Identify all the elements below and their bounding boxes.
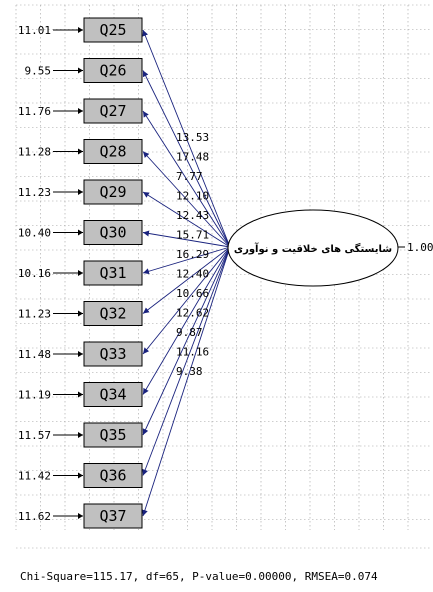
loading-coefficient: 10.66 (176, 287, 209, 300)
error-variance: 10.16 (18, 267, 51, 280)
observed-variable-q32[interactable]: Q32 (83, 301, 143, 326)
loading-path (142, 246, 231, 355)
loading-coefficient: 16.29 (176, 248, 209, 261)
loading-path (142, 151, 231, 248)
variable-label: Q30 (99, 224, 126, 242)
observed-variable-q37[interactable]: Q37 (83, 503, 143, 529)
error-variance: 11.19 (18, 389, 51, 402)
loading-paths (141, 29, 231, 517)
variable-box[interactable] (83, 503, 143, 529)
loading-path (142, 246, 231, 436)
loading-path (142, 29, 231, 248)
loading-coefficient: 7.77 (176, 170, 203, 183)
observed-variable-q34[interactable]: Q34 (83, 382, 143, 407)
loading-path (142, 246, 231, 395)
variable-label: Q37 (99, 507, 126, 525)
error-variance: 11.23 (18, 308, 51, 321)
observed-variable-q29[interactable]: Q29 (83, 179, 143, 205)
error-variance: 11.57 (18, 429, 51, 442)
variable-label: Q35 (99, 426, 126, 444)
error-variance: 11.23 (18, 186, 51, 199)
observed-variable-q30[interactable]: Q30 (83, 220, 143, 245)
variable-box[interactable] (83, 463, 143, 488)
error-variance: 11.48 (18, 348, 51, 361)
loading-path (142, 246, 231, 476)
variable-label: Q29 (99, 183, 126, 201)
variable-box[interactable] (83, 260, 143, 286)
loading-coefficient: 17.48 (176, 151, 209, 164)
variable-box[interactable] (83, 98, 143, 124)
loading-path (142, 191, 231, 248)
variable-box[interactable] (83, 179, 143, 205)
observed-variables: 11.01 Q25 9.55 Q26 11.76 Q27 11.28 Q28 11.23 Q29 1… (18, 17, 143, 529)
variable-label: Q36 (99, 467, 126, 485)
variable-label: Q33 (99, 345, 126, 363)
loading-labels: 13.53 17.48 7.77 12.10 12.43 15.71 16.29 12.40 1… (176, 131, 209, 378)
loading-coefficient: 12.40 (176, 268, 209, 281)
loading-path (142, 230, 231, 248)
error-variance: 11.42 (18, 470, 51, 483)
error-variance: 11.76 (18, 105, 51, 118)
variable-box[interactable] (83, 382, 143, 407)
observed-variable-q26[interactable]: Q26 (83, 58, 143, 83)
loading-coefficient: 9.38 (176, 365, 203, 378)
observed-variable-q35[interactable]: Q35 (83, 422, 143, 448)
loading-coefficient: 12.10 (176, 190, 209, 203)
error-variance: 11.01 (18, 24, 51, 37)
loading-path (142, 246, 231, 275)
variable-box[interactable] (83, 220, 143, 245)
error-variance: 11.28 (18, 146, 51, 159)
loading-path (141, 246, 231, 517)
latent-label: شایستگی های خلاقیت و نوآوری (234, 242, 392, 255)
fit-statistics: Chi-Square=115.17, df=65, P-value=0.0000… (20, 570, 378, 583)
loading-coefficient: 12.62 (176, 307, 209, 320)
observed-variable-q25[interactable]: Q25 (83, 17, 143, 43)
loading-coefficient: 11.16 (176, 346, 209, 359)
loading-path (142, 70, 231, 248)
error-variance: 9.55 (25, 65, 52, 78)
variable-label: Q32 (99, 305, 126, 323)
observed-variable-q27[interactable]: Q27 (83, 98, 143, 124)
variable-box[interactable] (83, 17, 143, 43)
latent-ellipse[interactable] (227, 209, 399, 287)
loading-coefficient: 12.43 (176, 209, 209, 222)
error-variance: 10.40 (18, 227, 51, 240)
latent-variable[interactable]: شایستگی های خلاقیت و نوآوری (227, 209, 399, 287)
variable-label: Q25 (99, 21, 126, 39)
loading-path (142, 110, 231, 248)
variable-box[interactable] (83, 341, 143, 367)
variable-label: Q27 (99, 102, 126, 120)
variable-label: Q26 (99, 62, 126, 80)
variable-label: Q31 (99, 264, 126, 282)
latent-variance: 1.00 (407, 241, 433, 254)
observed-variable-q36[interactable]: Q36 (83, 463, 143, 488)
loading-coefficient: 13.53 (176, 131, 209, 144)
variable-label: Q28 (99, 143, 126, 161)
variable-box[interactable] (83, 301, 143, 326)
variable-box[interactable] (83, 58, 143, 83)
variable-box[interactable] (83, 139, 143, 164)
observed-variable-q28[interactable]: Q28 (83, 139, 143, 164)
loading-coefficient: 15.71 (176, 229, 209, 242)
loading-path (142, 246, 231, 314)
variable-label: Q34 (99, 386, 126, 404)
observed-variable-q33[interactable]: Q33 (83, 341, 143, 367)
error-variance: 11.62 (18, 510, 51, 523)
observed-variable-q31[interactable]: Q31 (83, 260, 143, 286)
loading-coefficient: 9.87 (176, 326, 203, 339)
variable-box[interactable] (83, 422, 143, 448)
